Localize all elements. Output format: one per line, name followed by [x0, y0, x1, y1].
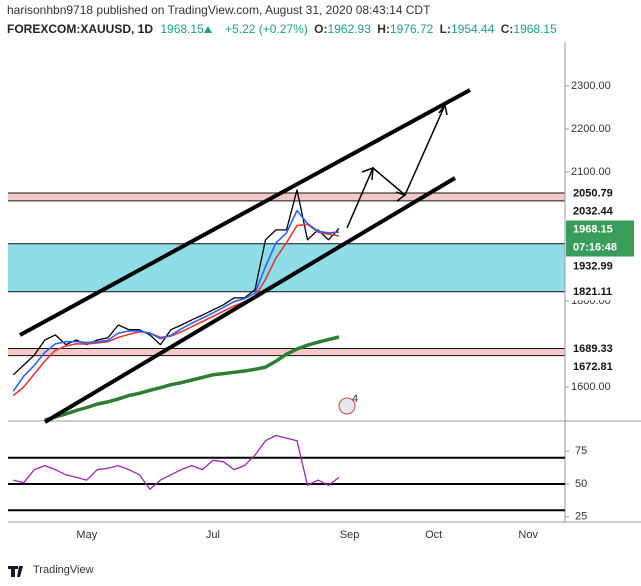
series-line: [44, 335, 340, 422]
last-price-label: 1968.15: [573, 223, 613, 235]
change: +5.22 (+0.27%): [225, 22, 308, 36]
price-label: 1821.11: [573, 286, 612, 298]
y-tick-label: 2300.00: [571, 80, 611, 92]
y-tick-label: 2200.00: [571, 123, 611, 135]
drawings: 4: [19, 88, 471, 424]
series-line: [12, 189, 340, 376]
publisher-line: harisonhbn9718 published on TradingView.…: [7, 3, 431, 17]
zone: [8, 193, 565, 201]
arrow-heads: [361, 103, 448, 202]
price-label-bg: [566, 339, 634, 357]
price-label-bg: [566, 184, 634, 202]
x-tick-label: Sep: [340, 529, 360, 541]
ohlc-label: L:: [440, 22, 451, 36]
channel-upper: [19, 88, 471, 337]
brand: TradingView: [33, 564, 94, 576]
price-label-bg: [566, 283, 634, 301]
x-tick-label: Jul: [206, 529, 220, 541]
price-label: 1689.33: [573, 343, 613, 355]
y-tick-label: 25: [575, 511, 587, 523]
event-badge-icon: [338, 397, 356, 415]
channel-lower: [43, 176, 457, 424]
frame: [8, 42, 641, 523]
price-label-bg: [566, 257, 634, 275]
x-tick-label: Oct: [425, 529, 442, 541]
countdown: 07:16:48: [573, 241, 617, 253]
ohlc-value: 1954.44: [451, 22, 495, 36]
price-label: 1672.81: [573, 361, 613, 373]
series-line: [12, 223, 340, 397]
price-label-bg: [566, 202, 634, 220]
ohlc-label: H:: [377, 22, 390, 36]
y-tick-label: 75: [575, 445, 587, 457]
y-tick-label: 1600.00: [571, 381, 611, 393]
brand-logo: [8, 566, 23, 577]
y-tick-label: 2100.00: [571, 166, 611, 178]
ohlc-value: 1976.72: [390, 22, 434, 36]
projection-path: [346, 104, 446, 229]
ohlc-label: C:: [501, 22, 514, 36]
ohlc-label: O:: [314, 22, 327, 36]
ohlc-value: 1968.15: [513, 22, 557, 36]
last-price-label-bg: [566, 220, 634, 257]
series-line: [13, 434, 340, 490]
symbol-line: FOREXCOM:XAUUSD, 1D 1968.15 +5.22 (+0.27…: [7, 22, 557, 36]
ohlc-value: 1962.93: [328, 22, 372, 36]
up-arrow-icon: [204, 26, 212, 33]
event-badge: 4: [352, 393, 358, 405]
zone: [8, 348, 565, 356]
series-line: [12, 209, 340, 392]
price-label: 1932.99: [573, 260, 613, 272]
y-tick-label: 50: [575, 478, 587, 490]
footer: TradingView: [8, 564, 94, 577]
price-label-bg: [566, 357, 634, 375]
price-label: 2050.79: [573, 187, 613, 199]
price-label: 2032.44: [573, 205, 614, 217]
last-price: 1968.15: [160, 22, 204, 36]
symbol: FOREXCOM:XAUUSD, 1D: [7, 22, 153, 36]
x-tick-label: Nov: [518, 529, 538, 541]
zone: [8, 243, 565, 292]
x-tick-label: May: [76, 529, 97, 541]
